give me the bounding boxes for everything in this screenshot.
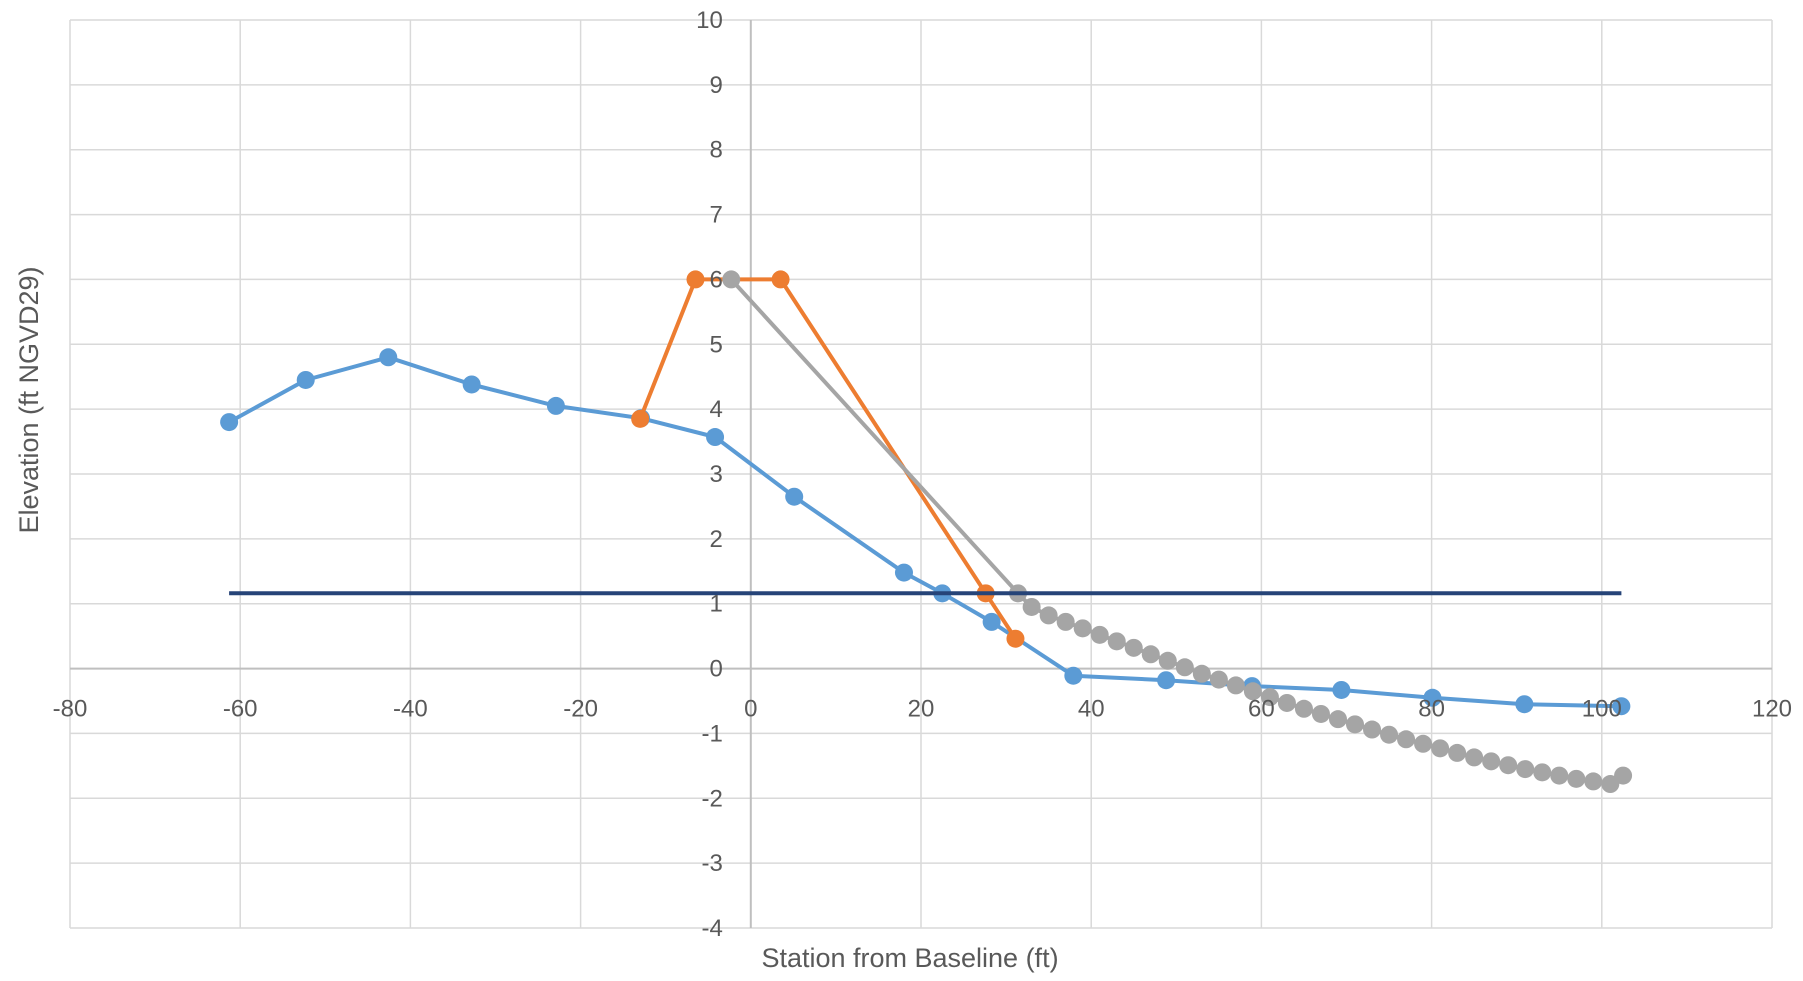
y-tick-label: 4 xyxy=(709,396,722,423)
data-point xyxy=(296,370,315,389)
data-point xyxy=(1567,769,1586,788)
data-point xyxy=(1423,688,1442,707)
data-point xyxy=(1332,680,1351,699)
data-point xyxy=(1090,625,1109,644)
x-tick-label: 0 xyxy=(744,696,757,723)
data-point xyxy=(982,612,1001,631)
y-tick-label: 5 xyxy=(709,331,722,358)
data-point xyxy=(722,270,741,289)
data-point xyxy=(1073,619,1092,638)
data-point xyxy=(379,348,398,367)
data-point xyxy=(1448,743,1467,762)
x-tick-label: -80 xyxy=(53,696,88,723)
data-series xyxy=(220,270,1633,794)
data-point xyxy=(631,409,650,428)
data-point xyxy=(1260,688,1279,707)
data-point xyxy=(1107,632,1126,651)
data-point xyxy=(1380,725,1399,744)
x-tick-label: 60 xyxy=(1248,696,1275,723)
data-point xyxy=(1584,772,1603,791)
data-point xyxy=(1328,710,1347,729)
data-point xyxy=(1346,715,1365,734)
x-axis-title: Station from Baseline (ft) xyxy=(761,943,1058,973)
series-line xyxy=(228,355,1622,709)
y-tick-label: 10 xyxy=(696,7,723,34)
y-axis-title: Elevation (ft NGVD29) xyxy=(14,266,44,533)
data-point xyxy=(1414,734,1433,753)
data-point xyxy=(220,413,239,432)
axes xyxy=(70,20,1772,928)
x-tick-label: 80 xyxy=(1418,696,1445,723)
data-point xyxy=(1363,720,1382,739)
y-tick-label: 3 xyxy=(709,461,722,488)
data-point xyxy=(462,375,481,394)
x-tick-labels: -80 -60 -40 -20 0 20 40 60 80 100 120 xyxy=(53,696,1792,723)
x-tick-label: -60 xyxy=(223,696,258,723)
y-tick-label: -2 xyxy=(701,785,722,812)
data-point xyxy=(1516,760,1535,779)
series-line xyxy=(638,277,1018,640)
y-tick-label: 1 xyxy=(709,591,722,618)
data-point xyxy=(1397,730,1416,749)
data-point xyxy=(1124,638,1143,657)
data-point xyxy=(1431,739,1450,758)
y-tick-label: 2 xyxy=(709,526,722,553)
gridlines xyxy=(69,19,1773,929)
data-point xyxy=(1022,597,1041,616)
data-point xyxy=(1157,671,1176,690)
data-point xyxy=(1056,612,1075,631)
data-point xyxy=(894,563,913,582)
x-tick-label: 120 xyxy=(1752,696,1792,723)
data-point xyxy=(1601,775,1620,794)
data-point xyxy=(1294,699,1313,718)
data-point xyxy=(1039,606,1058,625)
y-tick-label: 6 xyxy=(709,266,722,293)
data-point xyxy=(1209,670,1228,689)
y-tick-label: 8 xyxy=(709,137,722,164)
data-point xyxy=(1311,704,1330,723)
y-tick-label: -1 xyxy=(701,720,722,747)
x-tick-label: -40 xyxy=(393,696,428,723)
data-point xyxy=(1226,676,1245,695)
data-point xyxy=(1612,697,1631,716)
data-point xyxy=(1192,664,1211,683)
data-point xyxy=(1614,766,1633,785)
y-tick-label: -3 xyxy=(701,850,722,877)
data-point xyxy=(1243,682,1262,701)
y-tick-label: -4 xyxy=(701,915,722,942)
y-tick-label: 9 xyxy=(709,72,722,99)
x-tick-label: -20 xyxy=(563,696,598,723)
x-tick-label: 100 xyxy=(1582,696,1622,723)
data-point xyxy=(1482,752,1501,771)
data-point xyxy=(1064,666,1083,685)
data-point xyxy=(1006,629,1025,648)
data-point xyxy=(1465,748,1484,767)
data-point xyxy=(1499,756,1518,775)
y-tick-label: 7 xyxy=(709,202,722,229)
data-point xyxy=(1175,658,1194,677)
data-point xyxy=(1515,695,1534,714)
data-point xyxy=(785,487,804,506)
data-point xyxy=(1158,651,1177,670)
x-tick-label: 40 xyxy=(1078,696,1105,723)
data-point xyxy=(546,396,565,415)
data-point xyxy=(1533,763,1552,782)
data-point xyxy=(771,270,790,289)
data-point xyxy=(1550,766,1569,785)
y-tick-label: 0 xyxy=(709,656,722,683)
data-point xyxy=(686,270,705,289)
y-tick-labels: -4 -3 -2 -1 0 1 2 3 4 5 6 7 8 9 10 xyxy=(696,7,723,942)
data-point xyxy=(1277,693,1296,712)
series-1 xyxy=(220,348,1631,716)
x-tick-label: 20 xyxy=(908,696,935,723)
data-point xyxy=(706,428,725,447)
series-2 xyxy=(631,270,1025,648)
series-3 xyxy=(722,270,1633,794)
data-point xyxy=(1141,645,1160,664)
series-line xyxy=(729,278,1625,786)
